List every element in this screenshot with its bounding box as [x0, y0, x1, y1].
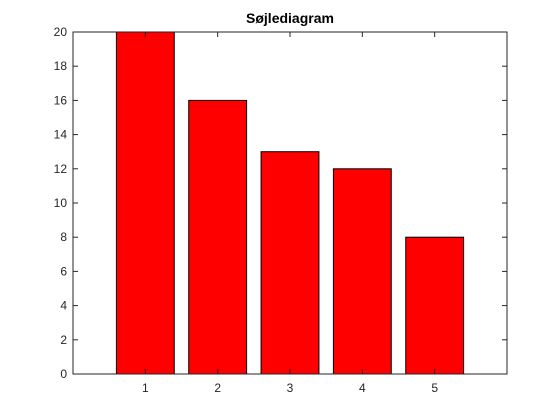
x-tick-label: 4: [359, 381, 366, 395]
chart-title: Søjlediagram: [246, 10, 334, 26]
y-tick-label: 12: [54, 162, 68, 176]
x-tick-label: 5: [431, 381, 438, 395]
y-tick-label: 16: [54, 93, 68, 107]
y-tick-label: 14: [54, 128, 68, 142]
bar-4: [332, 168, 392, 375]
y-tick-label: 8: [60, 230, 67, 244]
y-tick-label: 2: [60, 333, 67, 347]
bars-group: [115, 31, 465, 375]
bar-2: [188, 99, 248, 375]
x-tick-label: 3: [287, 381, 294, 395]
bar-1: [115, 31, 175, 375]
y-tick-label: 0: [60, 367, 67, 381]
axes-box: [72, 31, 508, 375]
y-tick-label: 18: [54, 59, 68, 73]
bar-3: [260, 151, 320, 375]
y-tick-label: 6: [60, 264, 67, 278]
bar-5: [405, 236, 465, 375]
x-tick-label: 1: [142, 381, 149, 395]
y-tick-label: 4: [60, 299, 67, 313]
y-tick-label: 10: [54, 196, 68, 210]
x-tick-label: 2: [214, 381, 221, 395]
y-tick-label: 20: [54, 25, 68, 39]
